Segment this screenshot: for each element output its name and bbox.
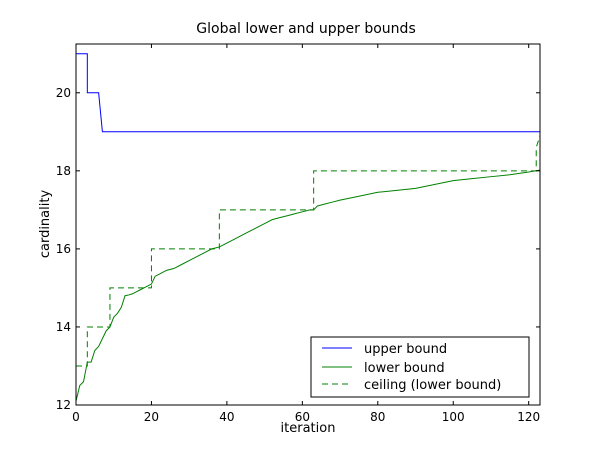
y-axis-label: cardinality: [38, 190, 53, 259]
chart-title: Global lower and upper bounds: [196, 21, 415, 37]
x-tick-label: 40: [219, 410, 234, 424]
tick-layer: 0 20 40 60 80 100 120 12 14 16 18 20: [56, 44, 540, 424]
series-layer: [75, 53, 541, 402]
x-tick-label: 120: [517, 410, 540, 424]
y-tick-label: 18: [56, 164, 71, 178]
legend: upper bound lower bound ceiling (lower b…: [310, 336, 530, 398]
x-axis-label: iteration: [281, 421, 336, 436]
y-tick-label: 16: [56, 242, 71, 256]
x-tick-label: 100: [442, 410, 465, 424]
series-line-0: [76, 53, 540, 133]
y-tick-label: 12: [56, 398, 71, 412]
y-tick-label: 14: [56, 320, 71, 334]
legend-label-ceiling: ceiling (lower bound): [364, 378, 501, 393]
x-tick-label: 20: [144, 410, 159, 424]
x-tick-label: 80: [370, 410, 385, 424]
legend-label-lower-bound: lower bound: [364, 361, 445, 376]
series-line-2: [76, 135, 541, 367]
x-tick-label: 0: [72, 410, 80, 424]
x-tick-label: 60: [295, 410, 310, 424]
plot-frame: [75, 43, 541, 406]
legend-label-upper-bound: upper bound: [364, 342, 447, 357]
y-tick-label: 20: [56, 86, 71, 100]
